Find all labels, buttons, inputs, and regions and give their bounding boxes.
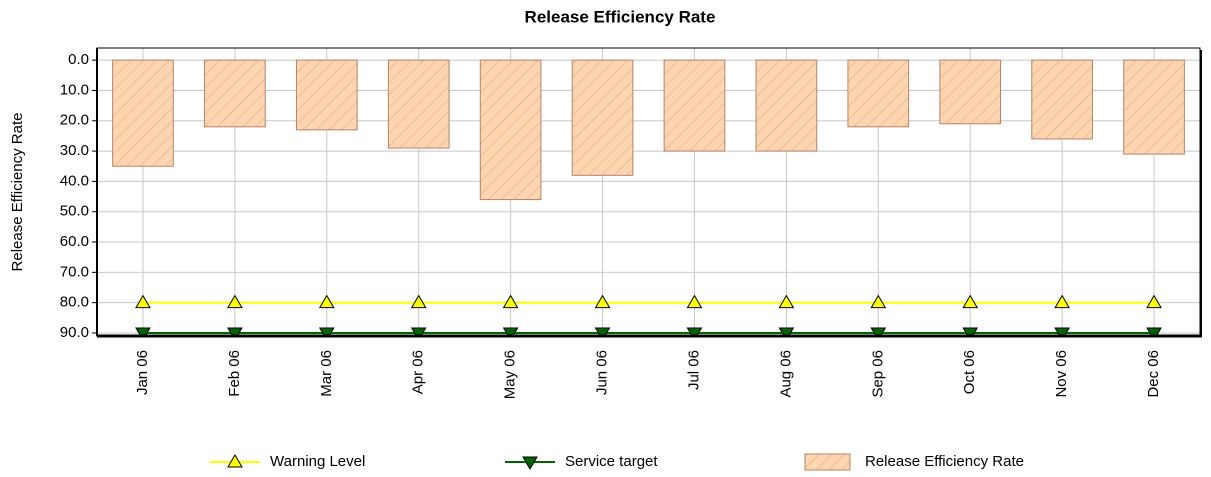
bar: [847, 59, 910, 128]
marker: [227, 294, 243, 309]
marker: [778, 294, 795, 309]
x-tick-label: Sep 06: [869, 350, 886, 398]
bar: [387, 59, 450, 149]
y-tick-label: 70.0: [60, 263, 89, 280]
marker: [1054, 294, 1070, 309]
marker: [686, 327, 703, 336]
bar: [295, 59, 358, 131]
x-tick-label: Nov 06: [1053, 350, 1070, 398]
marker: [594, 294, 611, 309]
x-tick-label: Jan 06: [134, 350, 151, 395]
bar: [112, 59, 174, 167]
y-tick-label: 60.0: [60, 233, 89, 250]
chart-title: Release Efficiency Rate: [525, 7, 716, 26]
x-tick-label: Apr 06: [410, 350, 427, 394]
marker: [686, 294, 703, 309]
marker: [318, 294, 335, 309]
marker: [962, 327, 979, 336]
marker: [962, 294, 979, 309]
bar: [1031, 59, 1093, 140]
bar: [755, 59, 818, 152]
x-tick-label: May 06: [502, 350, 519, 399]
legend-label: Release Efficiency Rate: [865, 453, 1024, 470]
marker: [1054, 327, 1070, 336]
y-tick-label: 20.0: [60, 112, 89, 129]
y-tick-label: 80.0: [60, 294, 89, 311]
marker: [318, 327, 335, 336]
bar: [939, 59, 1002, 125]
marker: [502, 327, 519, 336]
plot-area: [112, 59, 1185, 336]
x-tick-label: Mar 06: [318, 350, 335, 397]
marker: [1146, 294, 1162, 309]
legend-label: Service target: [565, 453, 658, 470]
bar: [571, 59, 634, 176]
y-tick-label: 30.0: [60, 142, 89, 159]
x-tick-label: Feb 06: [226, 350, 243, 397]
bar: [663, 59, 726, 152]
y-tick-label: 90.0: [60, 324, 89, 341]
legend-swatch: [804, 453, 851, 471]
y-axis-label: Release Efficiency Rate: [9, 113, 26, 272]
x-tick-label: Jul 06: [685, 350, 702, 390]
marker: [502, 294, 519, 309]
bar: [1123, 59, 1185, 155]
legend-marker: [522, 456, 538, 470]
marker: [410, 294, 427, 309]
legend-marker: [227, 454, 243, 468]
marker: [870, 327, 887, 336]
y-tick-label: 50.0: [60, 203, 89, 220]
bar: [204, 59, 266, 128]
y-tick-label: 0.0: [68, 51, 89, 68]
bar: [479, 59, 542, 201]
marker: [594, 327, 611, 336]
y-tick-label: 10.0: [60, 81, 89, 98]
marker: [870, 294, 887, 309]
marker: [410, 327, 427, 336]
x-tick-label: Jun 06: [594, 350, 611, 395]
y-tick-label: 40.0: [60, 172, 89, 189]
x-tick-label: Dec 06: [1145, 350, 1162, 398]
marker: [135, 327, 151, 336]
x-tick-label: Aug 06: [777, 350, 794, 398]
marker: [135, 294, 151, 309]
legend-label: Warning Level: [270, 453, 365, 470]
marker: [227, 327, 243, 336]
x-tick-label: Oct 06: [961, 350, 978, 394]
marker: [1146, 327, 1162, 336]
marker: [778, 327, 795, 336]
